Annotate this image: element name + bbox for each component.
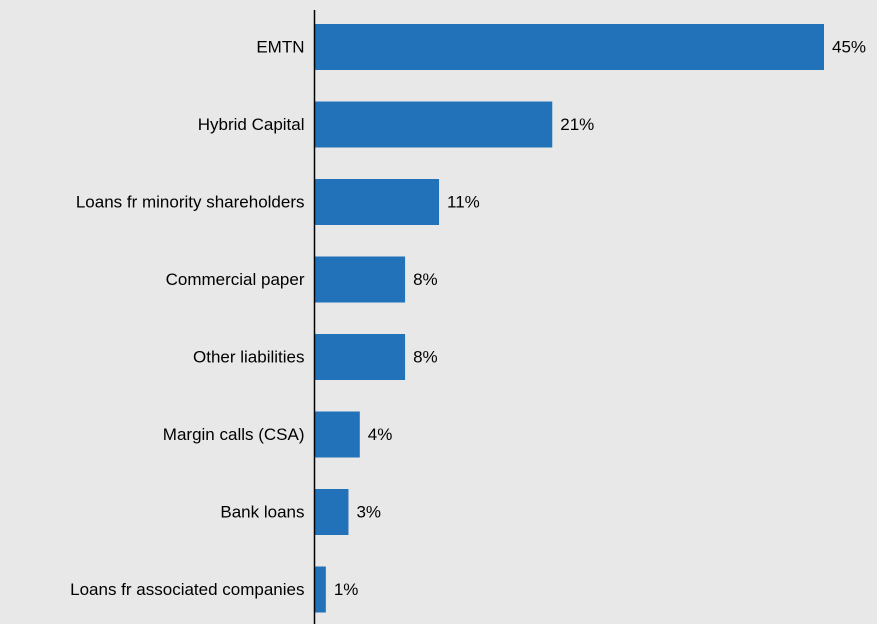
category-label-6: Bank loans <box>220 503 304 522</box>
value-labels: 45% 21% 11% 8% 8% 4% 3% 1% <box>334 38 866 600</box>
category-label-0: EMTN <box>256 38 304 57</box>
bar-0 <box>314 24 824 70</box>
value-label-6: 3% <box>356 503 381 522</box>
bars-group <box>314 24 824 613</box>
category-labels: EMTN Hybrid Capital Loans fr minority shar… <box>70 38 305 600</box>
bar-6 <box>314 489 349 535</box>
bar-7 <box>314 566 326 613</box>
bar-3 <box>314 256 406 303</box>
value-label-4: 8% <box>413 348 438 367</box>
category-label-7: Loans fr associated companies <box>70 580 304 599</box>
value-label-1: 21% <box>560 115 594 134</box>
value-label-3: 8% <box>413 270 438 289</box>
bar-1 <box>314 101 553 148</box>
bar-5 <box>314 411 360 458</box>
category-label-1: Hybrid Capital <box>198 115 305 134</box>
bar-2 <box>314 179 440 225</box>
category-label-2: Loans fr minority shareholders <box>76 193 305 212</box>
value-label-5: 4% <box>368 425 393 444</box>
value-label-2: 11% <box>447 193 480 212</box>
value-label-7: 1% <box>334 580 359 599</box>
category-label-5: Margin calls (CSA) <box>163 425 305 444</box>
category-label-3: Commercial paper <box>166 270 305 289</box>
bar-4 <box>314 334 406 380</box>
category-label-4: Other liabilities <box>193 348 305 367</box>
value-label-0: 45% <box>832 38 866 57</box>
